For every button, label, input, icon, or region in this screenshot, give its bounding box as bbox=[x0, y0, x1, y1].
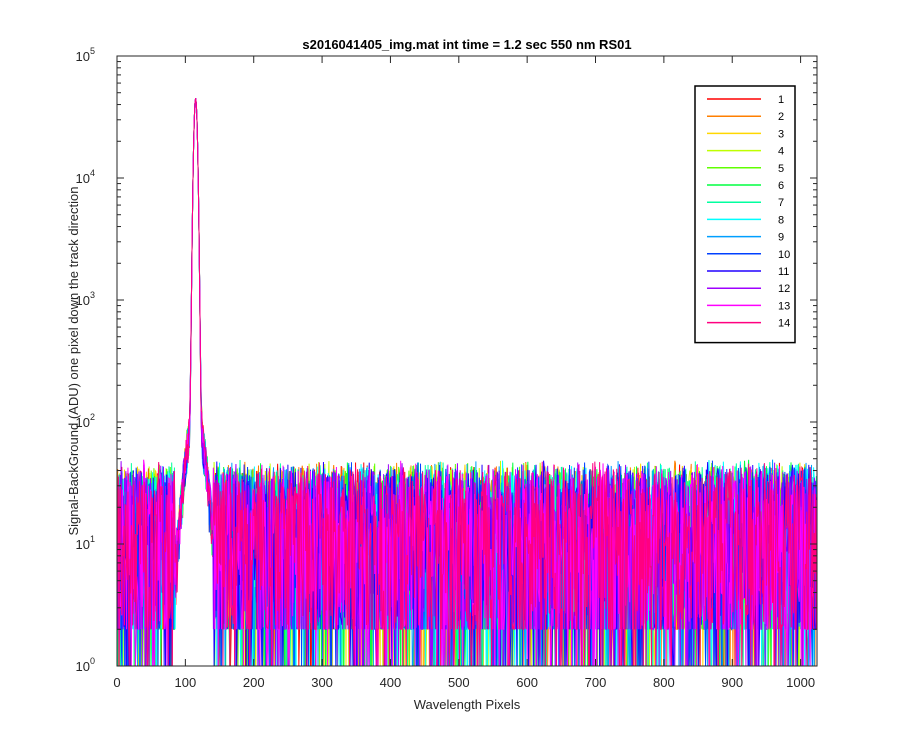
y-tick-base: 10 bbox=[76, 171, 90, 186]
legend-label: 10 bbox=[778, 249, 790, 261]
y-tick-label: 101 bbox=[76, 534, 95, 552]
y-tick-base: 10 bbox=[76, 49, 90, 64]
y-tick-base: 10 bbox=[76, 293, 90, 308]
x-tick-label: 200 bbox=[243, 675, 265, 690]
legend-label: 8 bbox=[778, 214, 784, 226]
x-tick-label: 100 bbox=[175, 675, 197, 690]
legend-label: 5 bbox=[778, 163, 784, 175]
x-axis: 0 100 200 300 400 500 600 700 800 900 1000 bbox=[113, 56, 815, 690]
y-tick-exponent: 3 bbox=[90, 290, 95, 300]
legend-label: 11 bbox=[778, 266, 789, 278]
legend-label: 4 bbox=[778, 146, 784, 158]
y-tick-base: 10 bbox=[76, 659, 90, 674]
y-tick-base: 10 bbox=[76, 537, 90, 552]
x-tick-label: 400 bbox=[380, 675, 402, 690]
series-line-14 bbox=[116, 98, 818, 667]
legend-label: 1 bbox=[778, 94, 784, 106]
x-tick-label: 600 bbox=[516, 675, 538, 690]
legend-label: 7 bbox=[778, 197, 784, 209]
y-tick-base: 10 bbox=[76, 415, 90, 430]
chart-title: s2016041405_img.mat int time = 1.2 sec 5… bbox=[302, 37, 631, 52]
plot-frame bbox=[116, 55, 818, 667]
y-tick-label: 104 bbox=[76, 168, 95, 186]
y-tick-exponent: 4 bbox=[90, 168, 95, 178]
x-tick-label: 300 bbox=[311, 675, 333, 690]
y-tick-exponent: 0 bbox=[90, 656, 95, 666]
legend-label: 2 bbox=[778, 111, 784, 123]
legend-label: 13 bbox=[778, 300, 790, 312]
x-tick-label: 800 bbox=[653, 675, 675, 690]
legend-label: 9 bbox=[778, 232, 784, 244]
x-axis-label: Wavelength Pixels bbox=[414, 697, 521, 712]
legend-label: 12 bbox=[778, 283, 790, 295]
x-tick-label: 0 bbox=[113, 675, 120, 690]
x-tick-label: 700 bbox=[585, 675, 607, 690]
y-tick-label: 105 bbox=[76, 46, 95, 64]
y-tick-exponent: 1 bbox=[90, 534, 95, 544]
x-tick-label: 900 bbox=[721, 675, 743, 690]
y-tick-exponent: 2 bbox=[90, 412, 95, 422]
x-tick-label: 500 bbox=[448, 675, 470, 690]
legend-box bbox=[694, 85, 796, 344]
legend-label: 6 bbox=[778, 180, 784, 192]
y-tick-label: 103 bbox=[76, 290, 95, 308]
y-tick-label: 102 bbox=[76, 412, 95, 430]
y-tick-label: 100 bbox=[76, 656, 95, 674]
legend-label: 3 bbox=[778, 128, 784, 140]
x-tick-label: 1000 bbox=[786, 675, 815, 690]
legend-label: 14 bbox=[778, 318, 790, 330]
y-axis-label: Signal-BackGround (ADU) one pixel down t… bbox=[66, 186, 81, 535]
y-tick-exponent: 5 bbox=[90, 46, 95, 56]
